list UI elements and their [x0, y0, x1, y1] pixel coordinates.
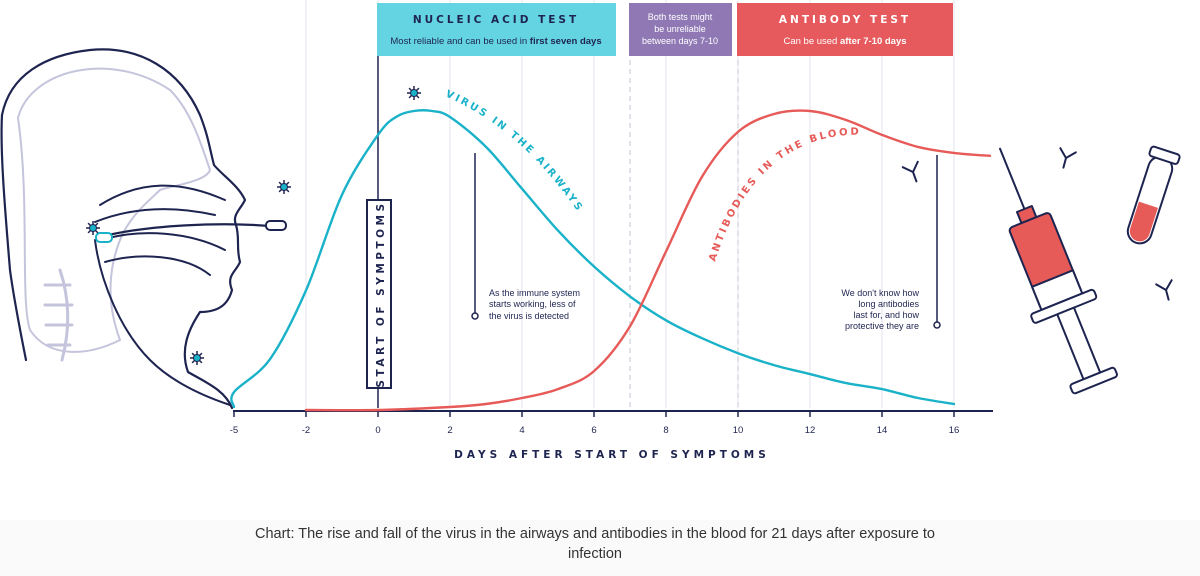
grid-lines [305, 0, 955, 408]
antibody-annotation: We don't know how long antibodies last f… [841, 155, 941, 331]
immune-annotation-dot [471, 312, 479, 320]
virus-core [193, 354, 201, 362]
virus-core [280, 183, 288, 191]
phase-box-nucleic [377, 3, 616, 56]
x-tick-label--2: -2 [302, 425, 310, 436]
spine [43, 268, 74, 362]
syringe-needle [999, 147, 1028, 215]
x-tick-label-16: 16 [949, 425, 960, 436]
tube-cap [1148, 145, 1181, 165]
antibody-annotation-line-4: protective they are [845, 321, 919, 331]
syringe-plunger [1056, 306, 1102, 381]
x-tick-label-6: 6 [591, 425, 596, 436]
series-line-virus [230, 109, 956, 409]
series-group [230, 109, 992, 412]
immune-annotation: As the immune system starts working, les… [471, 153, 580, 321]
virus-curve-label: VIRUS IN THE AIRWAYS [444, 89, 585, 215]
virus-particle-icon [190, 351, 204, 365]
syringe-illustration [901, 145, 1181, 395]
x-tick-label-4: 4 [519, 425, 524, 436]
virus-particle-icon [277, 180, 291, 194]
head-inner-outline [17, 67, 211, 353]
x-tick-label-14: 14 [877, 425, 888, 436]
caption-area: Chart: The rise and fall of the virus in… [0, 520, 1200, 576]
virus-core [410, 89, 418, 97]
head-back [0, 113, 28, 362]
symptom-marker: START OF SYMPTOMS [366, 199, 392, 389]
phase-antibody: ANTIBODY TEST Can be used after 7-10 day… [737, 3, 953, 56]
virus-particle-icon [407, 86, 421, 100]
phase-title-antibody: ANTIBODY TEST [779, 14, 911, 26]
antibody-annotation-line-3: last for, and how [853, 310, 919, 320]
head-illustration [0, 48, 287, 410]
x-tick-label--5: -5 [230, 425, 238, 436]
symptom-marker-box [366, 199, 392, 389]
chart-caption: Chart: The rise and fall of the virus in… [254, 526, 935, 562]
swab-stick [102, 223, 272, 238]
phase-line-unreliable-1: Both tests might [648, 12, 713, 22]
head-outline [0, 48, 247, 410]
virus-particles [86, 86, 421, 365]
series-line-antibody [304, 109, 992, 412]
phase-box-antibody [737, 3, 953, 56]
x-tick-label-12: 12 [805, 425, 816, 436]
phase-subtitle-nucleic: Most reliable and can be used in first s… [390, 36, 601, 47]
immune-annotation-line-3: the virus is detected [489, 311, 569, 321]
nasal-cavity [94, 184, 226, 276]
antibody-curve-label: ANTIBODIES IN THE BLOOD [707, 127, 861, 263]
antibody-annotation-line-1: We don't know how [841, 288, 919, 298]
x-tick-label-0: 0 [375, 425, 380, 436]
x-axis-label: DAYS AFTER START OF SYMPTOMS [454, 449, 770, 461]
phase-line-unreliable-3: between days 7-10 [642, 36, 718, 46]
throat [94, 239, 231, 406]
chart-figure: NUCLEIC ACID TEST Most reliable and can … [0, 0, 1181, 461]
syringe-thumb [1069, 366, 1118, 395]
antibody-glyphs [901, 147, 1173, 301]
phase-title-nucleic: NUCLEIC ACID TEST [413, 14, 579, 26]
symptom-marker-text: START OF SYMPTOMS [375, 200, 387, 387]
x-tick-label-2: 2 [447, 425, 452, 436]
virus-core [89, 224, 97, 232]
x-tick-label-8: 8 [663, 425, 668, 436]
swab-tip [95, 232, 113, 243]
x-axis-ticks: -5 -2 0 2 4 6 8 10 12 14 16 [230, 411, 960, 436]
swab-handle [265, 220, 287, 231]
phase-unreliable: Both tests might be unreliable between d… [629, 3, 732, 56]
phase-nucleic-acid: NUCLEIC ACID TEST Most reliable and can … [377, 3, 616, 56]
phase-line-unreliable-2: be unreliable [654, 24, 706, 34]
immune-annotation-line-1: As the immune system [489, 288, 580, 298]
chart-svg: NUCLEIC ACID TEST Most reliable and can … [0, 0, 1181, 461]
immune-annotation-line-2: starts working, less of [489, 299, 576, 309]
tube-liquid [1129, 201, 1158, 242]
antibody-annotation-line-2: long antibodies [858, 299, 919, 309]
antibody-annotation-dot [933, 321, 941, 329]
virus-particle-icon [86, 221, 100, 235]
x-tick-label-10: 10 [733, 425, 744, 436]
phase-subtitle-antibody: Can be used after 7-10 days [783, 36, 906, 47]
phase-box-unreliable [629, 3, 732, 56]
